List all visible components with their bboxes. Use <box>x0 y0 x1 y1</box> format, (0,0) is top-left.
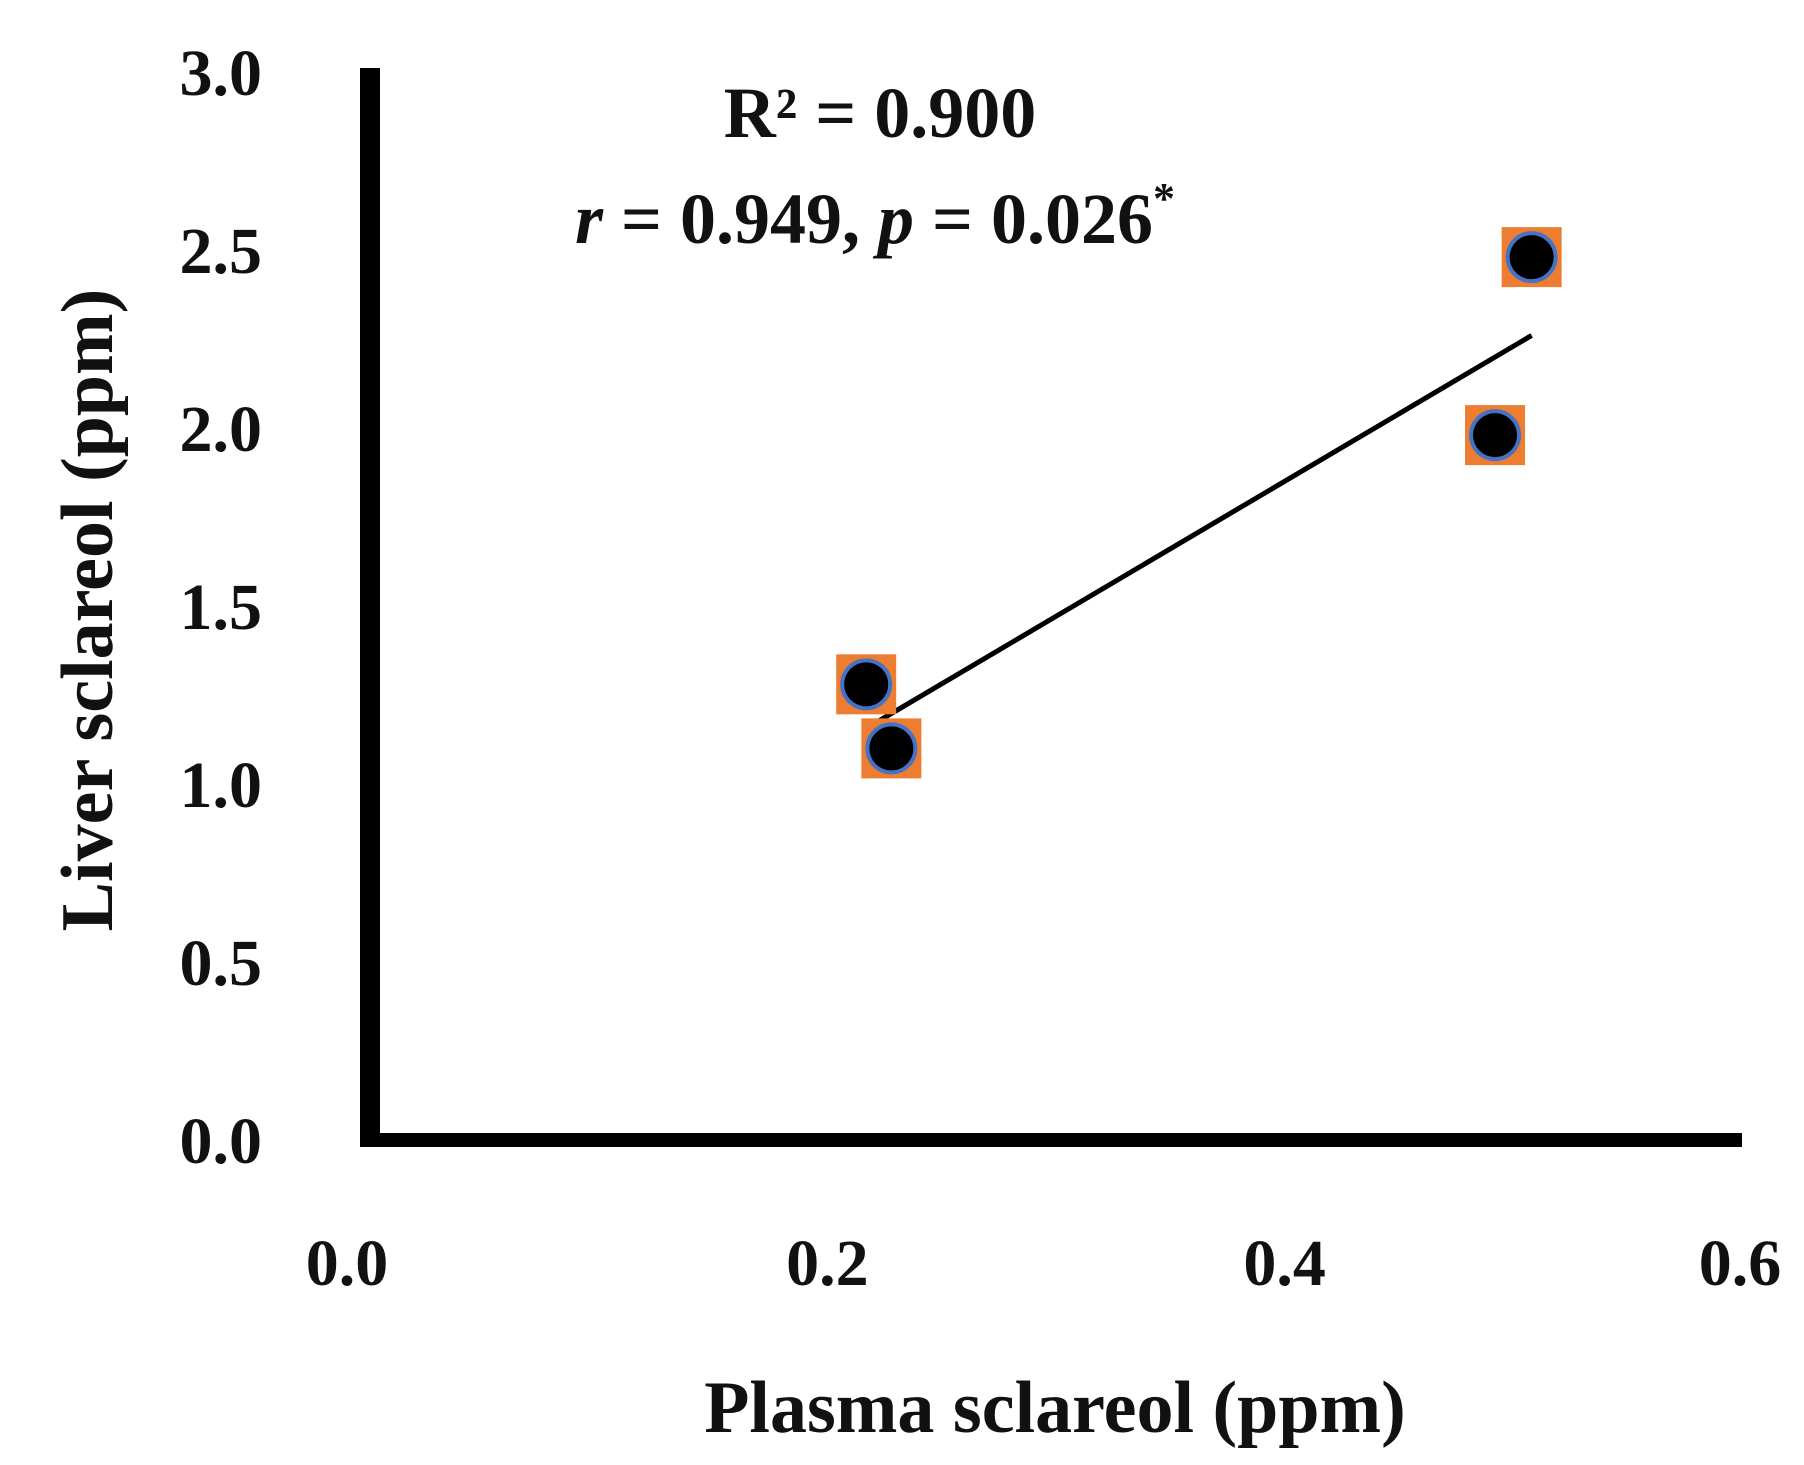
trendline <box>867 333 1533 730</box>
r-squared-annotation: R² = 0.900 <box>724 73 1037 153</box>
y-tick-label: 0.0 <box>180 1105 263 1178</box>
p-value: = 0.026 <box>914 179 1153 259</box>
point-circle-marker <box>865 722 918 775</box>
r-symbol: r <box>575 179 604 259</box>
data-point <box>836 654 897 715</box>
p-symbol: p <box>872 179 914 259</box>
y-tick-label: 1.5 <box>180 571 263 644</box>
point-circle-marker <box>1505 231 1558 284</box>
trendline-group <box>867 333 1533 730</box>
significance-mark: * <box>1153 174 1175 223</box>
y-axis-title: Liver sclareol (ppm) <box>47 289 129 932</box>
data-point <box>1465 405 1526 466</box>
y-tick-label: 0.5 <box>180 927 263 1000</box>
y-tick-label: 1.0 <box>180 749 263 822</box>
data-point <box>861 718 922 779</box>
point-circle-marker <box>840 658 893 711</box>
x-axis-title: Plasma sclareol (ppm) <box>704 1367 1406 1449</box>
r-value: = 0.949, <box>603 179 878 259</box>
axes <box>360 68 1742 1147</box>
x-tick-label: 0.2 <box>786 1227 869 1300</box>
y-tick-label: 2.0 <box>180 393 263 466</box>
y-tick-label: 3.0 <box>180 37 263 110</box>
correlation-annotation: r = 0.949, p = 0.026* <box>575 174 1175 259</box>
point-circle-marker <box>1469 409 1522 462</box>
y-tick-labels: 0.0 0.5 1.0 1.5 2.0 2.5 3.0 <box>180 37 263 1178</box>
y-tick-label: 2.5 <box>180 215 263 288</box>
x-tick-labels: 0.0 0.2 0.4 0.6 <box>306 1227 1782 1300</box>
x-tick-label: 0.6 <box>1699 1227 1782 1300</box>
data-point <box>1501 227 1562 288</box>
x-tick-label: 0.4 <box>1243 1227 1326 1300</box>
x-tick-label: 0.0 <box>306 1227 389 1300</box>
data-points <box>836 227 1562 779</box>
